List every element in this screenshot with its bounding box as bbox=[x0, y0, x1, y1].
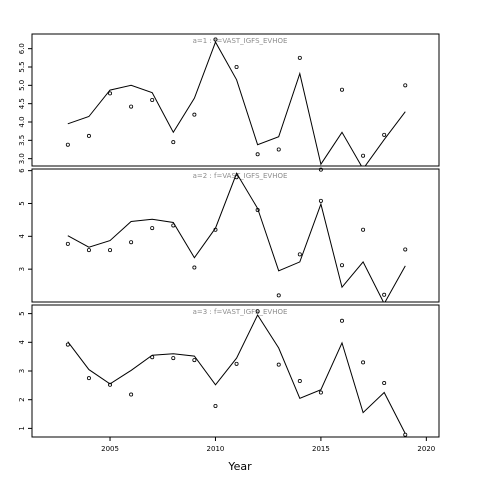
x-tick-label: 2005 bbox=[101, 445, 119, 453]
y-tick-label: 4 bbox=[18, 234, 26, 239]
observation-point bbox=[192, 112, 197, 117]
observation-point bbox=[65, 241, 70, 246]
observation-point bbox=[129, 240, 134, 245]
observation-point bbox=[234, 65, 239, 70]
y-tick-label: 4.5 bbox=[18, 98, 26, 109]
observation-point bbox=[129, 392, 134, 397]
observation-point bbox=[255, 208, 260, 213]
y-tick-label: 2 bbox=[18, 397, 26, 401]
observation-point bbox=[403, 83, 408, 88]
observation-point bbox=[234, 175, 239, 180]
observation-point bbox=[108, 91, 113, 96]
panel-frame bbox=[31, 304, 440, 438]
y-tick-label: 4 bbox=[18, 340, 26, 345]
panel-label: a=2 : f=VAST_IGFS_EVHOE bbox=[193, 172, 288, 180]
observation-point bbox=[255, 152, 260, 157]
observation-point bbox=[361, 360, 366, 365]
observation-point bbox=[318, 167, 323, 172]
y-tick-label: 5 bbox=[18, 201, 26, 205]
observation-point bbox=[150, 226, 155, 231]
fitted-line bbox=[67, 313, 406, 434]
observation-point bbox=[382, 132, 387, 137]
panel-label: a=3 : f=VAST_IGFS_EVHOE bbox=[193, 308, 288, 316]
observation-point bbox=[86, 376, 91, 381]
x-tick-label: 2015 bbox=[312, 445, 330, 453]
observation-point bbox=[276, 147, 281, 152]
observation-point bbox=[403, 247, 408, 252]
y-tick-label: 1 bbox=[18, 426, 26, 430]
observation-point bbox=[403, 432, 408, 437]
y-tick-label: 3.5 bbox=[18, 135, 26, 146]
observation-point bbox=[129, 104, 134, 109]
panel-3: 1 2 3 4 5 a=3 : f=VAST_IGFS_EVHOE bbox=[18, 304, 440, 438]
observation-point bbox=[171, 356, 176, 361]
observation-point bbox=[192, 265, 197, 270]
panel-frame bbox=[31, 33, 440, 167]
observation-point bbox=[234, 361, 239, 366]
observation-point bbox=[361, 153, 366, 158]
observation-point bbox=[339, 318, 344, 323]
y-tick-label: 6.0 bbox=[18, 43, 26, 54]
y-tick-label: 5.0 bbox=[18, 80, 26, 91]
observation-point bbox=[213, 227, 218, 232]
fitted-line bbox=[67, 40, 406, 166]
panel-label: a=1 : f=VAST_IGFS_EVHOE bbox=[193, 37, 288, 45]
observation-point bbox=[339, 263, 344, 268]
x-axis-label: Year bbox=[227, 460, 252, 473]
y-tick-label: 5.5 bbox=[18, 61, 26, 72]
observation-point bbox=[255, 309, 260, 314]
x-tick-label: 2010 bbox=[207, 445, 225, 453]
fitted-line bbox=[67, 172, 406, 302]
observation-point bbox=[65, 342, 70, 347]
observation-point bbox=[192, 358, 197, 363]
observation-point bbox=[150, 355, 155, 360]
panels-group: 3.0 3.5 4.0 4.5 5.0 5.5 6.0 a=1 : f=VAST_IGFS_E… bbox=[18, 33, 440, 438]
y-tick-label: 3.0 bbox=[18, 153, 26, 164]
x-axis: 2005 2010 2015 2020 bbox=[101, 436, 435, 453]
observation-point bbox=[382, 381, 387, 386]
y-tick-label: 3 bbox=[18, 267, 26, 271]
observation-point bbox=[108, 248, 113, 253]
observation-point bbox=[213, 404, 218, 409]
panel-frame bbox=[31, 168, 440, 303]
observation-point bbox=[297, 379, 302, 384]
observation-point bbox=[213, 37, 218, 42]
observation-point bbox=[276, 293, 281, 298]
observation-point bbox=[65, 142, 70, 147]
observation-point bbox=[150, 98, 155, 103]
observation-point bbox=[171, 223, 176, 228]
y-tick-label: 6 bbox=[18, 168, 26, 173]
observation-point bbox=[297, 55, 302, 60]
observation-point bbox=[339, 87, 344, 92]
observation-point bbox=[86, 133, 91, 138]
y-tick-label: 5 bbox=[18, 311, 26, 315]
y-tick-label: 3 bbox=[18, 369, 26, 373]
observation-point bbox=[361, 227, 366, 232]
x-tick-label: 2020 bbox=[417, 445, 435, 453]
observation-point bbox=[297, 252, 302, 257]
observation-point bbox=[318, 198, 323, 203]
observation-point bbox=[318, 390, 323, 395]
observation-point bbox=[86, 248, 91, 253]
observation-point bbox=[382, 292, 387, 297]
panel-2: 3 4 5 6 a=2 : f=VAST_IGFS_EVHOE bbox=[18, 168, 440, 303]
y-tick-label: 4.0 bbox=[18, 116, 26, 127]
observation-point bbox=[171, 140, 176, 145]
observation-point bbox=[108, 382, 113, 387]
panel-1: 3.0 3.5 4.0 4.5 5.0 5.5 6.0 a=1 : f=VAST_IGFS_E… bbox=[18, 33, 440, 172]
observation-point bbox=[276, 362, 281, 367]
